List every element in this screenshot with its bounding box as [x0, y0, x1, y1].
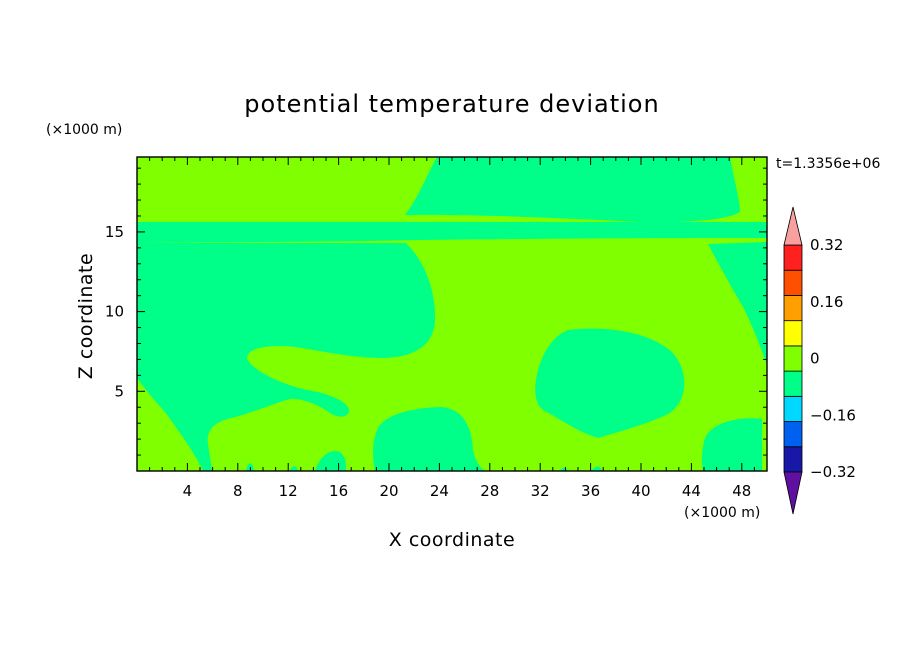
x-tick-label: 44: [682, 482, 701, 500]
contour-region: [701, 418, 762, 471]
colorbar-swatch: [783, 345, 803, 372]
colorbar-swatch: [783, 320, 803, 347]
colorbar-label: 0.32: [810, 236, 843, 254]
colorbar-label: 0.16: [810, 293, 843, 311]
colorbar-swatch: [783, 395, 803, 422]
x-tick-label: 8: [233, 482, 243, 500]
y-tick-label: 15: [105, 223, 124, 241]
colorbar-swatch: [783, 244, 803, 271]
contour-region: [290, 466, 298, 471]
colorbar-label: −0.16: [810, 406, 856, 424]
x-tick-label: 4: [183, 482, 193, 500]
y-tick-label: 5: [114, 382, 124, 400]
colorbar-label: −0.32: [810, 463, 856, 481]
x-tick-label: 28: [480, 482, 499, 500]
colorbar-label: 0: [810, 350, 820, 368]
contour-region: [535, 328, 685, 438]
y-unit-label: (×1000 m): [46, 122, 122, 138]
x-tick-label: 20: [379, 482, 398, 500]
x-tick-label: 36: [581, 482, 600, 500]
colorbar-max-arrow: [783, 206, 803, 246]
x-unit-label: (×1000 m): [684, 505, 760, 521]
x-tick-label: 16: [329, 482, 348, 500]
plot-area: [136, 156, 768, 472]
y-axis-label: Z coordinate: [75, 253, 97, 379]
x-tick-label: 24: [430, 482, 449, 500]
chart-title: potential temperature deviation: [244, 90, 659, 118]
contour-region: [560, 467, 568, 471]
x-tick-label: 48: [732, 482, 751, 500]
x-tick-label: 32: [531, 482, 550, 500]
colorbar-swatch: [783, 421, 803, 448]
colorbar: 0.32 0.16 0 −0.16 −0.32: [783, 206, 856, 515]
contour-region: [137, 243, 436, 471]
x-axis-label: X coordinate: [389, 529, 515, 551]
y-axis: 5 10 15: [105, 167, 767, 456]
x-axis: 4 8 12 16 20 24 28 32 36 40 44 48: [149, 157, 755, 500]
negative-region-patches: [137, 157, 767, 471]
x-tick-label: 40: [631, 482, 650, 500]
contour-region: [373, 407, 486, 471]
colorbar-swatch: [783, 269, 803, 296]
colorbar-swatch: [783, 295, 803, 322]
y-tick-label: 10: [105, 303, 124, 321]
colorbar-min-arrow: [783, 471, 803, 515]
colorbar-swatch: [783, 370, 803, 397]
colorbar-swatch: [783, 446, 803, 473]
contour-region: [591, 466, 602, 471]
x-tick-label: 12: [279, 482, 298, 500]
contour-region: [137, 229, 767, 243]
time-label: t=1.3356e+06: [776, 156, 880, 172]
contour-region: [405, 157, 740, 223]
contour-region: [708, 242, 767, 365]
